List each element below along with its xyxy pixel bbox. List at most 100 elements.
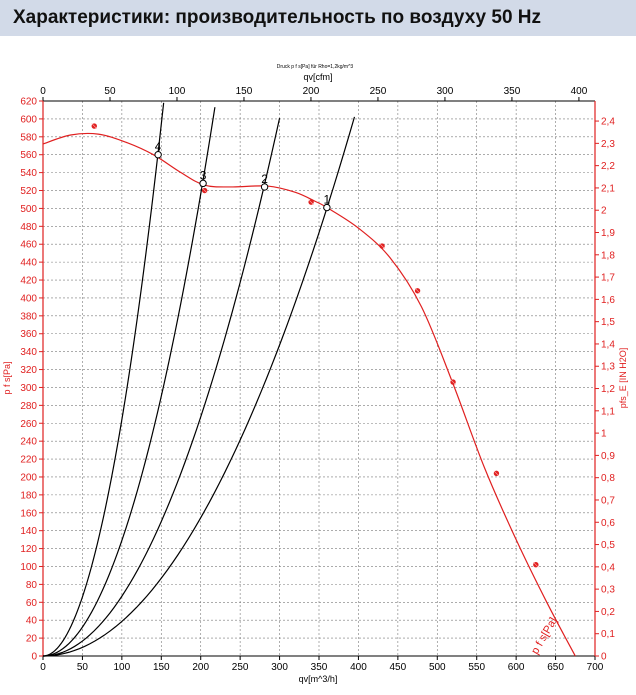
y-tick-label: 140 <box>20 526 37 537</box>
y-tick-label: 560 <box>20 150 37 161</box>
system-curve-1 <box>42 116 356 657</box>
operating-point-4 <box>154 151 162 159</box>
y2-tick-label: 1,7 <box>601 273 615 284</box>
x-tick-label: 200 <box>192 662 209 673</box>
system-curve-2 <box>42 118 281 657</box>
operating-point-3 <box>199 179 207 188</box>
y-tick-label: 80 <box>26 580 38 591</box>
y2-tick-label: 0,8 <box>601 473 615 484</box>
measurement-point-cross <box>308 199 314 205</box>
x-tick-label: 50 <box>77 662 89 673</box>
y2-tick-label: 1,4 <box>601 339 615 350</box>
x-tick-label: 400 <box>350 662 367 673</box>
y-tick-label: 400 <box>20 293 37 304</box>
y2-tick-label: 0,2 <box>601 607 615 618</box>
y-tick-label: 20 <box>26 634 38 645</box>
x-tick-label: 350 <box>311 662 328 673</box>
y-tick-label: 460 <box>20 240 37 251</box>
y2-tick-label: 2 <box>601 206 607 217</box>
measurement-point-cross <box>201 187 208 194</box>
y-tick-label: 320 <box>20 365 37 376</box>
y2-tick-label: 0,1 <box>601 629 615 640</box>
y-tick-label: 380 <box>20 311 37 322</box>
operating-point-2 <box>260 183 269 191</box>
y-tick-label: 440 <box>20 258 37 269</box>
y2-tick-label: 1,8 <box>601 250 615 261</box>
x-tick-label: 650 <box>547 662 564 673</box>
page-title: Характеристики: производительность по во… <box>13 7 542 28</box>
operating-point-1 <box>323 203 331 212</box>
y2-tick-label: 2,4 <box>601 117 615 128</box>
y2-tick-label: 0,6 <box>601 518 615 529</box>
y-axis-label: p f s[Pa] <box>2 361 12 394</box>
x2-tick-label: 300 <box>437 86 454 97</box>
y2-tick-label: 1,2 <box>601 384 615 395</box>
measurement-markers <box>91 123 539 568</box>
y-tick-label: 340 <box>20 347 37 358</box>
fan-curve-line <box>42 132 576 657</box>
y-tick-label: 420 <box>20 276 37 287</box>
x-tick-label: 450 <box>390 662 407 673</box>
y-tick-label: 40 <box>26 616 38 627</box>
y2-tick-label: 2,2 <box>601 161 615 172</box>
y-tick-label: 360 <box>20 329 37 340</box>
operating-point-label: 3 <box>200 168 207 182</box>
curve-label: p f s[Pa] <box>529 616 560 657</box>
y-tick-label: 580 <box>20 132 37 143</box>
y2-tick-label: 0,3 <box>601 585 615 596</box>
title-bar: Характеристики: производительность по во… <box>0 0 636 36</box>
y-tick-label: 160 <box>20 508 37 519</box>
y-tick-label: 0 <box>31 652 37 663</box>
x2-tick-label: 200 <box>303 86 320 97</box>
measurement-point-cross <box>493 470 500 477</box>
x2-tick-label: 350 <box>504 86 521 97</box>
y-tick-label: 500 <box>20 204 37 215</box>
y-tick-label: 60 <box>26 598 38 609</box>
x-tick-label: 600 <box>508 662 525 673</box>
measurement-point-cross <box>91 123 98 129</box>
x2-tick-label: 50 <box>104 86 116 97</box>
y-tick-label: 540 <box>20 168 37 179</box>
system-curve-4 <box>42 102 165 657</box>
y2-tick-label: 1,9 <box>601 228 615 239</box>
y-tick-label: 240 <box>20 437 37 448</box>
grid <box>42 100 596 657</box>
y2-tick-label: 1,6 <box>601 295 615 306</box>
y-tick-label: 120 <box>20 544 37 555</box>
y-tick-label: 480 <box>20 222 37 233</box>
system-curve-3 <box>42 107 216 657</box>
y2-tick-label: 0,5 <box>601 540 615 551</box>
fan-curve <box>42 132 576 657</box>
x-tick-label: 300 <box>271 662 288 673</box>
y-tick-label: 220 <box>20 455 37 466</box>
x-tick-label: 500 <box>429 662 446 673</box>
y-tick-label: 100 <box>20 562 37 573</box>
y2-tick-label: 2,1 <box>601 183 615 194</box>
y-tick-label: 180 <box>20 490 37 501</box>
x2-tick-label: 100 <box>169 86 186 97</box>
x2-tick-label: 150 <box>236 86 253 97</box>
x-tick-label: 100 <box>114 662 131 673</box>
y2-tick-label: 1,5 <box>601 317 615 328</box>
y2-tick-label: 0 <box>601 652 607 663</box>
measurement-point-cross <box>450 379 456 385</box>
y-tick-label: 280 <box>20 401 37 412</box>
y2-tick-label: 0,9 <box>601 451 615 462</box>
y2-tick-label: 0,7 <box>601 495 615 506</box>
measurement-point-cross <box>379 243 385 249</box>
y-tick-label: 260 <box>20 419 37 430</box>
measurement-point-cross <box>533 561 539 568</box>
y2-tick-label: 1,3 <box>601 362 615 373</box>
y2-tick-label: 2,3 <box>601 139 615 150</box>
chart-title: Druck p f s[Pa] für Rho=1,2kg/m^3 <box>277 64 354 70</box>
x-tick-label: 550 <box>468 662 485 673</box>
y-tick-label: 620 <box>20 97 37 108</box>
y2-tick-label: 1,1 <box>601 406 615 417</box>
measurement-point-cross <box>414 287 421 294</box>
x-axis-label: qv[m^3/h] <box>299 674 338 684</box>
x2-tick-label: 0 <box>40 86 46 97</box>
operating-points: 1 2 3 4 <box>154 140 331 212</box>
ticks: 0 50 100 150 200 250 300 350 400 450 500 550 600 650 7… <box>20 86 615 673</box>
y-tick-label: 200 <box>20 472 37 483</box>
